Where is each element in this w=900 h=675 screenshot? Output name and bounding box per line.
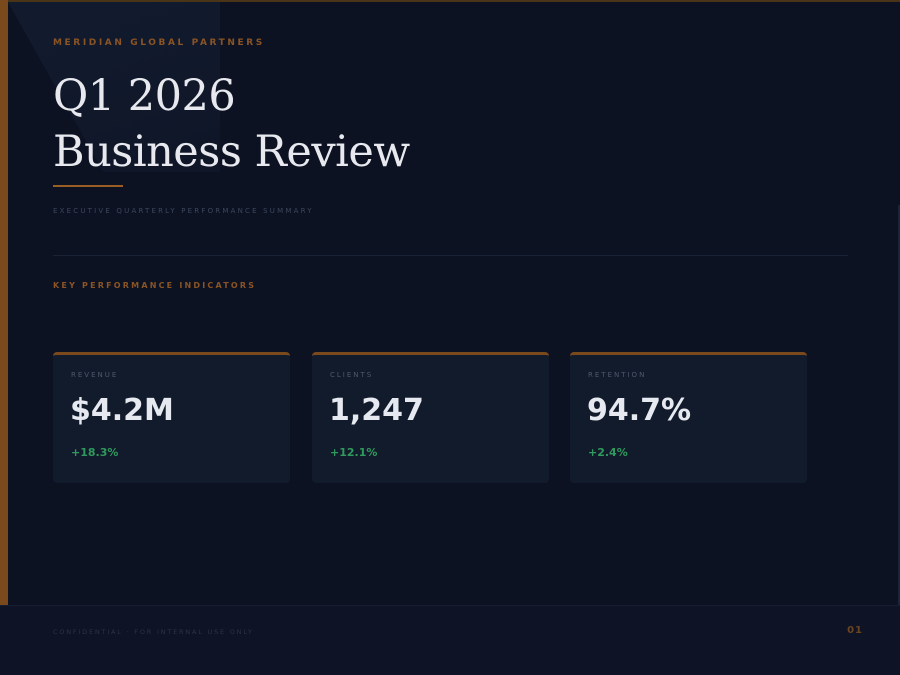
title-underline: [53, 185, 123, 187]
company-name: MERIDIAN GLOBAL PARTNERS: [53, 38, 265, 48]
title-line-review: Business Review: [53, 127, 410, 177]
left-accent-bar: [0, 0, 8, 605]
footer: CONFIDENTIAL · FOR INTERNAL USE ONLY 01: [0, 605, 900, 675]
kpi-label: REVENUE: [71, 371, 119, 379]
kpi-card-clients: CLIENTS 1,247 +12.1%: [312, 352, 549, 483]
kpi-card-revenue: REVENUE $4.2M +18.3%: [53, 352, 290, 483]
page-number: 01: [847, 625, 863, 636]
kpi-label: CLIENTS: [330, 371, 374, 379]
page-subtitle: EXECUTIVE QUARTERLY PERFORMANCE SUMMARY: [53, 207, 314, 215]
kpi-delta: +12.1%: [330, 446, 378, 459]
kpi-label: RETENTION: [588, 371, 647, 379]
confidentiality-note: CONFIDENTIAL · FOR INTERNAL USE ONLY: [53, 628, 254, 636]
kpi-card-retention: RETENTION 94.7% +2.4%: [570, 352, 807, 483]
title-line-quarter: Q1 2026: [53, 71, 236, 121]
page-title: Q1 2026 Business Review: [53, 68, 410, 180]
section-divider: [53, 255, 848, 256]
kpi-value: 94.7%: [587, 393, 692, 428]
top-accent-line: [0, 0, 900, 2]
kpi-section-label: KEY PERFORMANCE INDICATORS: [53, 281, 257, 290]
kpi-value: 1,247: [329, 393, 424, 428]
kpi-delta: +2.4%: [588, 446, 628, 459]
kpi-delta: +18.3%: [71, 446, 119, 459]
right-edge-line: [898, 205, 900, 605]
kpi-value: $4.2M: [70, 393, 174, 428]
